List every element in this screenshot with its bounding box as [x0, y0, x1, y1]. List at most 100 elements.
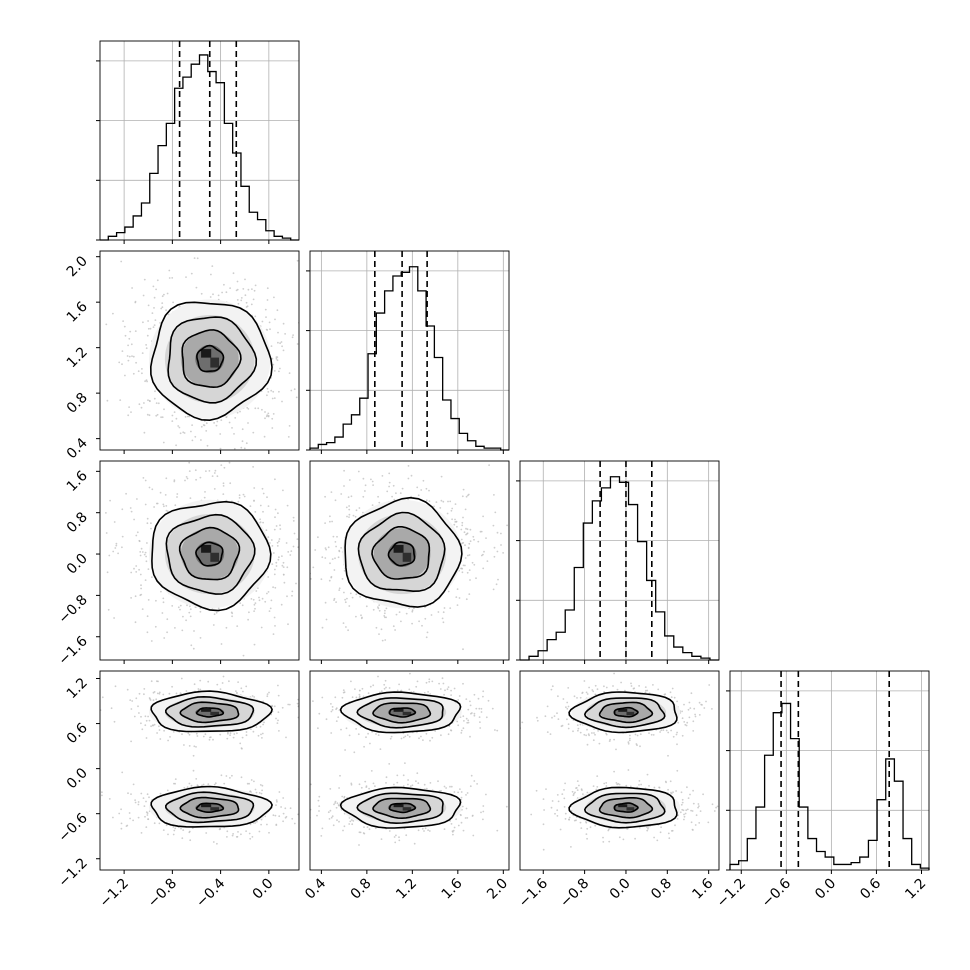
scatter-point — [242, 654, 245, 657]
scatter-point — [129, 699, 132, 701]
scatter-point — [473, 563, 476, 566]
scatter-point — [469, 735, 471, 738]
scatter-point — [282, 797, 285, 799]
scatter-point — [536, 719, 539, 722]
scatter-point — [442, 611, 445, 614]
scatter-point — [110, 707, 113, 710]
scatter-point — [416, 680, 419, 683]
scatter-point — [358, 693, 361, 696]
scatter-point — [145, 737, 148, 739]
scatter-point — [237, 831, 239, 833]
scatter-point — [249, 505, 252, 507]
density-peak — [201, 349, 212, 358]
scatter-point — [497, 578, 499, 581]
density-peak — [393, 804, 404, 808]
contour-line — [164, 695, 255, 728]
scatter-point — [594, 733, 596, 736]
scatter-point — [389, 737, 392, 740]
scatter-point — [293, 822, 296, 825]
scatter-point — [219, 733, 222, 736]
scatter-point — [334, 802, 336, 804]
scatter-point — [231, 774, 233, 777]
scatter-point — [346, 597, 348, 600]
scatter-point — [156, 279, 159, 282]
scatter-point — [262, 723, 264, 726]
scatter-point — [349, 820, 352, 823]
density-peak — [393, 708, 404, 712]
scatter-point — [251, 836, 254, 838]
scatter-point — [162, 693, 165, 696]
scatter-point — [101, 696, 104, 699]
scatter-point — [152, 724, 154, 726]
scatter-point — [477, 697, 480, 700]
scatter-point — [301, 729, 303, 731]
scatter-point — [128, 812, 131, 814]
scatter-point — [182, 615, 184, 618]
scatter-point — [155, 455, 157, 457]
scatter-point — [238, 497, 241, 499]
scatter-point — [395, 613, 398, 616]
scatter-point — [282, 349, 285, 352]
scatter-point — [149, 400, 151, 403]
scatter-point — [301, 714, 303, 716]
scatter-point — [182, 431, 185, 434]
scatter-point — [213, 488, 216, 490]
scatter-point — [423, 783, 426, 786]
scatter-point — [275, 799, 278, 801]
scatter-point — [209, 296, 212, 298]
scatter-point — [229, 482, 232, 485]
panel-frame — [309, 670, 510, 871]
scatter-point — [447, 500, 449, 503]
scatter-point — [151, 312, 154, 314]
scatter-point — [266, 693, 269, 695]
scatter-point — [247, 288, 250, 291]
scatter-point — [645, 689, 647, 692]
scatter-point — [495, 583, 498, 586]
scatter-point — [135, 565, 138, 567]
scatter-point — [189, 605, 191, 608]
scatter-point — [252, 466, 255, 468]
scatter-point — [413, 842, 416, 845]
scatter-point — [688, 701, 691, 704]
scatter-point — [335, 545, 337, 548]
panel-frame — [519, 460, 720, 661]
scatter-point — [460, 814, 462, 817]
scatter-point — [143, 431, 146, 434]
scatter-point — [399, 492, 402, 494]
scatter-point — [277, 694, 280, 697]
contour-line — [387, 541, 416, 567]
scatter-point — [142, 321, 144, 324]
scatter-point — [271, 357, 274, 360]
scatter-point — [134, 621, 137, 624]
scatter-point — [200, 439, 202, 441]
scatter-point — [460, 791, 463, 793]
scatter-point — [115, 544, 118, 547]
scatter-point — [199, 610, 202, 613]
scatter-point — [351, 596, 354, 599]
scatter-point — [138, 692, 141, 695]
scatter-point — [384, 679, 387, 682]
scatter-point — [281, 400, 283, 403]
scatter-point — [118, 812, 121, 815]
scatter-point — [278, 390, 280, 393]
scatter-point — [460, 798, 463, 801]
scatter-point — [425, 487, 428, 490]
scatter-point — [289, 554, 292, 556]
scatter-point — [355, 509, 358, 512]
contour-line — [388, 802, 417, 814]
scatter-point — [221, 682, 224, 684]
scatter-point — [506, 524, 508, 527]
scatter-point — [274, 586, 277, 589]
scatter-point — [549, 733, 552, 735]
scatter-point — [472, 834, 475, 837]
scatter-point — [240, 687, 243, 690]
scatter-point — [443, 828, 446, 830]
scatter-point — [343, 796, 346, 799]
scatter-point — [172, 833, 175, 836]
scatter-point — [149, 327, 152, 330]
scatter-point — [257, 734, 260, 737]
scatter-point — [187, 732, 190, 735]
scatter-point — [365, 736, 367, 739]
scatter-point — [318, 810, 320, 812]
scatter-point — [450, 785, 453, 788]
